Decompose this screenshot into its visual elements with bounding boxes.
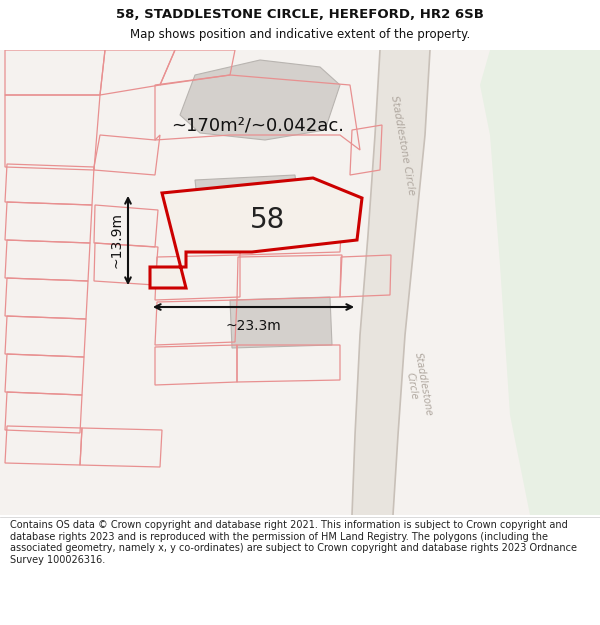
Text: ~170m²/~0.042ac.: ~170m²/~0.042ac.	[172, 116, 344, 134]
Text: Staddlestone
Circle: Staddlestone Circle	[402, 351, 434, 419]
Polygon shape	[150, 178, 362, 288]
Text: 58: 58	[250, 206, 286, 234]
Text: 58, STADDLESTONE CIRCLE, HEREFORD, HR2 6SB: 58, STADDLESTONE CIRCLE, HEREFORD, HR2 6…	[116, 8, 484, 21]
Polygon shape	[230, 297, 332, 348]
Polygon shape	[180, 60, 340, 140]
Text: ~13.9m: ~13.9m	[109, 213, 123, 269]
Text: Contains OS data © Crown copyright and database right 2021. This information is : Contains OS data © Crown copyright and d…	[10, 520, 577, 565]
Text: Map shows position and indicative extent of the property.: Map shows position and indicative extent…	[130, 28, 470, 41]
Polygon shape	[480, 50, 600, 515]
Polygon shape	[195, 175, 300, 225]
Polygon shape	[352, 50, 430, 515]
Text: ~23.3m: ~23.3m	[226, 319, 281, 333]
Text: Staddlestone Circle: Staddlestone Circle	[389, 94, 417, 196]
